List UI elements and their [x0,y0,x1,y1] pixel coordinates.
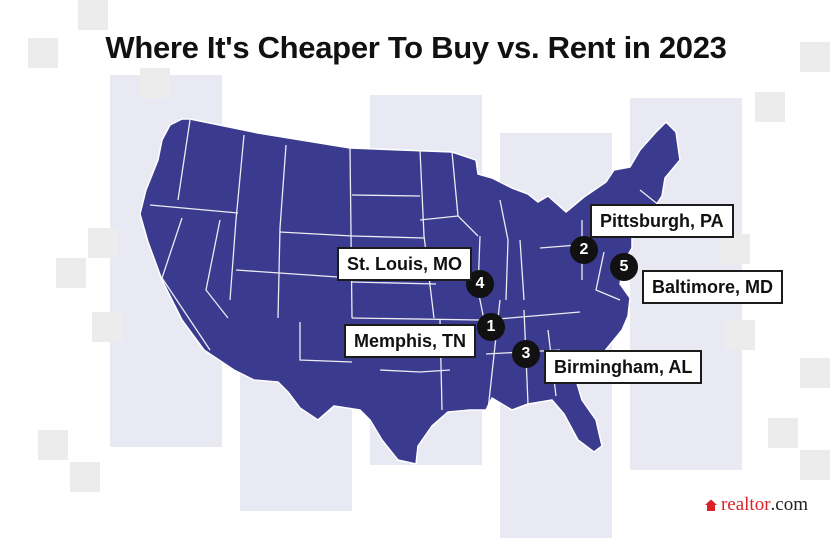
background-square [768,418,798,448]
city-label-st-louis: St. Louis, MO [337,247,472,281]
house-icon [704,499,717,511]
background-square [800,358,830,388]
background-square [56,258,86,288]
background-square [92,312,122,342]
background-square [720,234,750,264]
realtor-logo: realtor .com [704,494,808,516]
city-label-pittsburgh: Pittsburgh, PA [590,204,734,238]
background-square [725,320,755,350]
page-title: Where It's Cheaper To Buy vs. Rent in 20… [105,30,727,65]
background-square [78,0,108,30]
brand-name: realtor [720,494,771,515]
brand-domain: .com [770,494,808,515]
marker-3[interactable]: 3 [512,340,540,368]
background-square [755,92,785,122]
background-square [800,450,830,480]
background-square [800,42,830,72]
marker-5[interactable]: 5 [610,253,638,281]
city-label-memphis: Memphis, TN [344,324,477,358]
background-square [140,68,170,98]
marker-1[interactable]: 1 [477,313,505,341]
city-label-baltimore: Baltimore, MD [642,270,784,304]
city-label-birmingham: Birmingham, AL [544,350,703,384]
background-square [38,430,68,460]
background-square [28,38,58,68]
marker-2[interactable]: 2 [570,236,598,264]
background-square [88,228,118,258]
background-square [70,462,100,492]
